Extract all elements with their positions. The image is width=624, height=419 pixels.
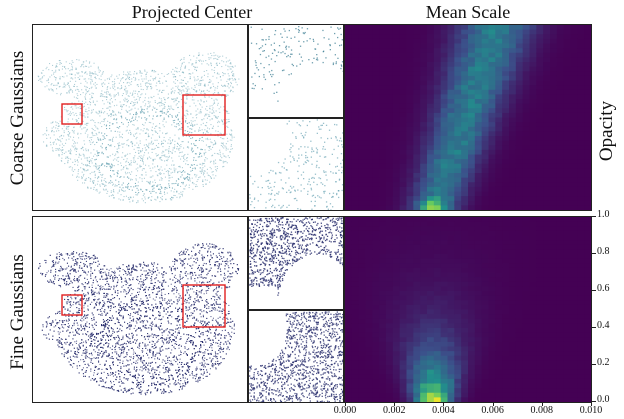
coarse-zoom-bottom-panel — [248, 118, 344, 211]
fine-heatmap-grid — [345, 217, 591, 402]
coarse-zoom-top-panel — [248, 24, 344, 118]
fine-zoom-bottom-points — [249, 311, 343, 402]
y-tick-mark — [592, 364, 596, 365]
y-tick-mark — [592, 401, 596, 402]
fine-projected-center-panel — [32, 216, 248, 403]
fine-zoom-bottom-panel — [248, 310, 344, 403]
mean-scale-title: Mean Scale — [425, 2, 511, 22]
x-tick-mark — [345, 403, 346, 406]
fine-zoom-box-left — [61, 294, 83, 316]
coarse-point-cloud — [37, 52, 240, 204]
y-tick-mark — [592, 327, 596, 328]
x-tick-mark — [541, 403, 543, 406]
coarse-projected-center-panel — [32, 24, 248, 211]
fine-zoom-top-panel — [248, 216, 344, 310]
x-tick-label: 0.006 — [481, 405, 504, 416]
opacity-axis-label: Opacity — [596, 100, 617, 162]
y-tick-label: 0.8 — [597, 246, 610, 257]
x-tick-label: 0.010 — [579, 405, 603, 416]
fine-point-cloud — [38, 243, 240, 396]
x-tick-mark — [443, 403, 445, 406]
coarse-mean-scale-heatmap — [344, 24, 592, 211]
x-tick-label: 0.002 — [382, 405, 406, 416]
coarse-heat-cells — [345, 25, 591, 210]
zoom-points — [249, 119, 343, 210]
y-tick-label: 0.0 — [597, 394, 610, 405]
coarse-zoom-box-right — [182, 94, 226, 136]
fine-gaussians-label: Fine Gaussians — [7, 254, 28, 370]
fine-heat-cells — [345, 217, 591, 402]
x-tick-mark — [492, 403, 494, 406]
zoom-points — [250, 26, 343, 102]
x-tick-mark — [591, 403, 592, 406]
x-tick-label: 0.008 — [530, 405, 554, 416]
x-tick-mark — [394, 403, 396, 406]
y-tick-label: 0.2 — [597, 357, 610, 368]
y-tick-mark — [592, 216, 596, 217]
y-tick-mark — [592, 290, 596, 291]
y-tick-label: 0.4 — [597, 320, 610, 331]
y-tick-label: 1.0 — [597, 209, 610, 220]
projected-center-title: Projected Center — [131, 2, 253, 22]
coarse-zoom-top-points — [250, 26, 343, 102]
fine-mean-scale-heatmap — [344, 216, 592, 403]
x-tick-label: 0.004 — [432, 405, 455, 416]
coarse-zoom-box-left — [61, 103, 83, 125]
zoom-points — [249, 311, 343, 402]
y-tick-label: 0.6 — [597, 283, 610, 294]
point-cloud-points — [38, 243, 240, 396]
zoom-points — [249, 217, 343, 296]
fine-zoom-top-points — [249, 217, 343, 296]
coarse-heatmap-grid — [345, 25, 591, 210]
x-tick-label: 0.000 — [333, 405, 357, 416]
coarse-zoom-bottom-points — [249, 119, 343, 210]
coarse-gaussians-label: Coarse Gaussians — [7, 50, 28, 186]
fine-zoom-box-right — [182, 284, 226, 328]
y-tick-mark — [592, 253, 596, 254]
point-cloud-points — [37, 52, 240, 204]
